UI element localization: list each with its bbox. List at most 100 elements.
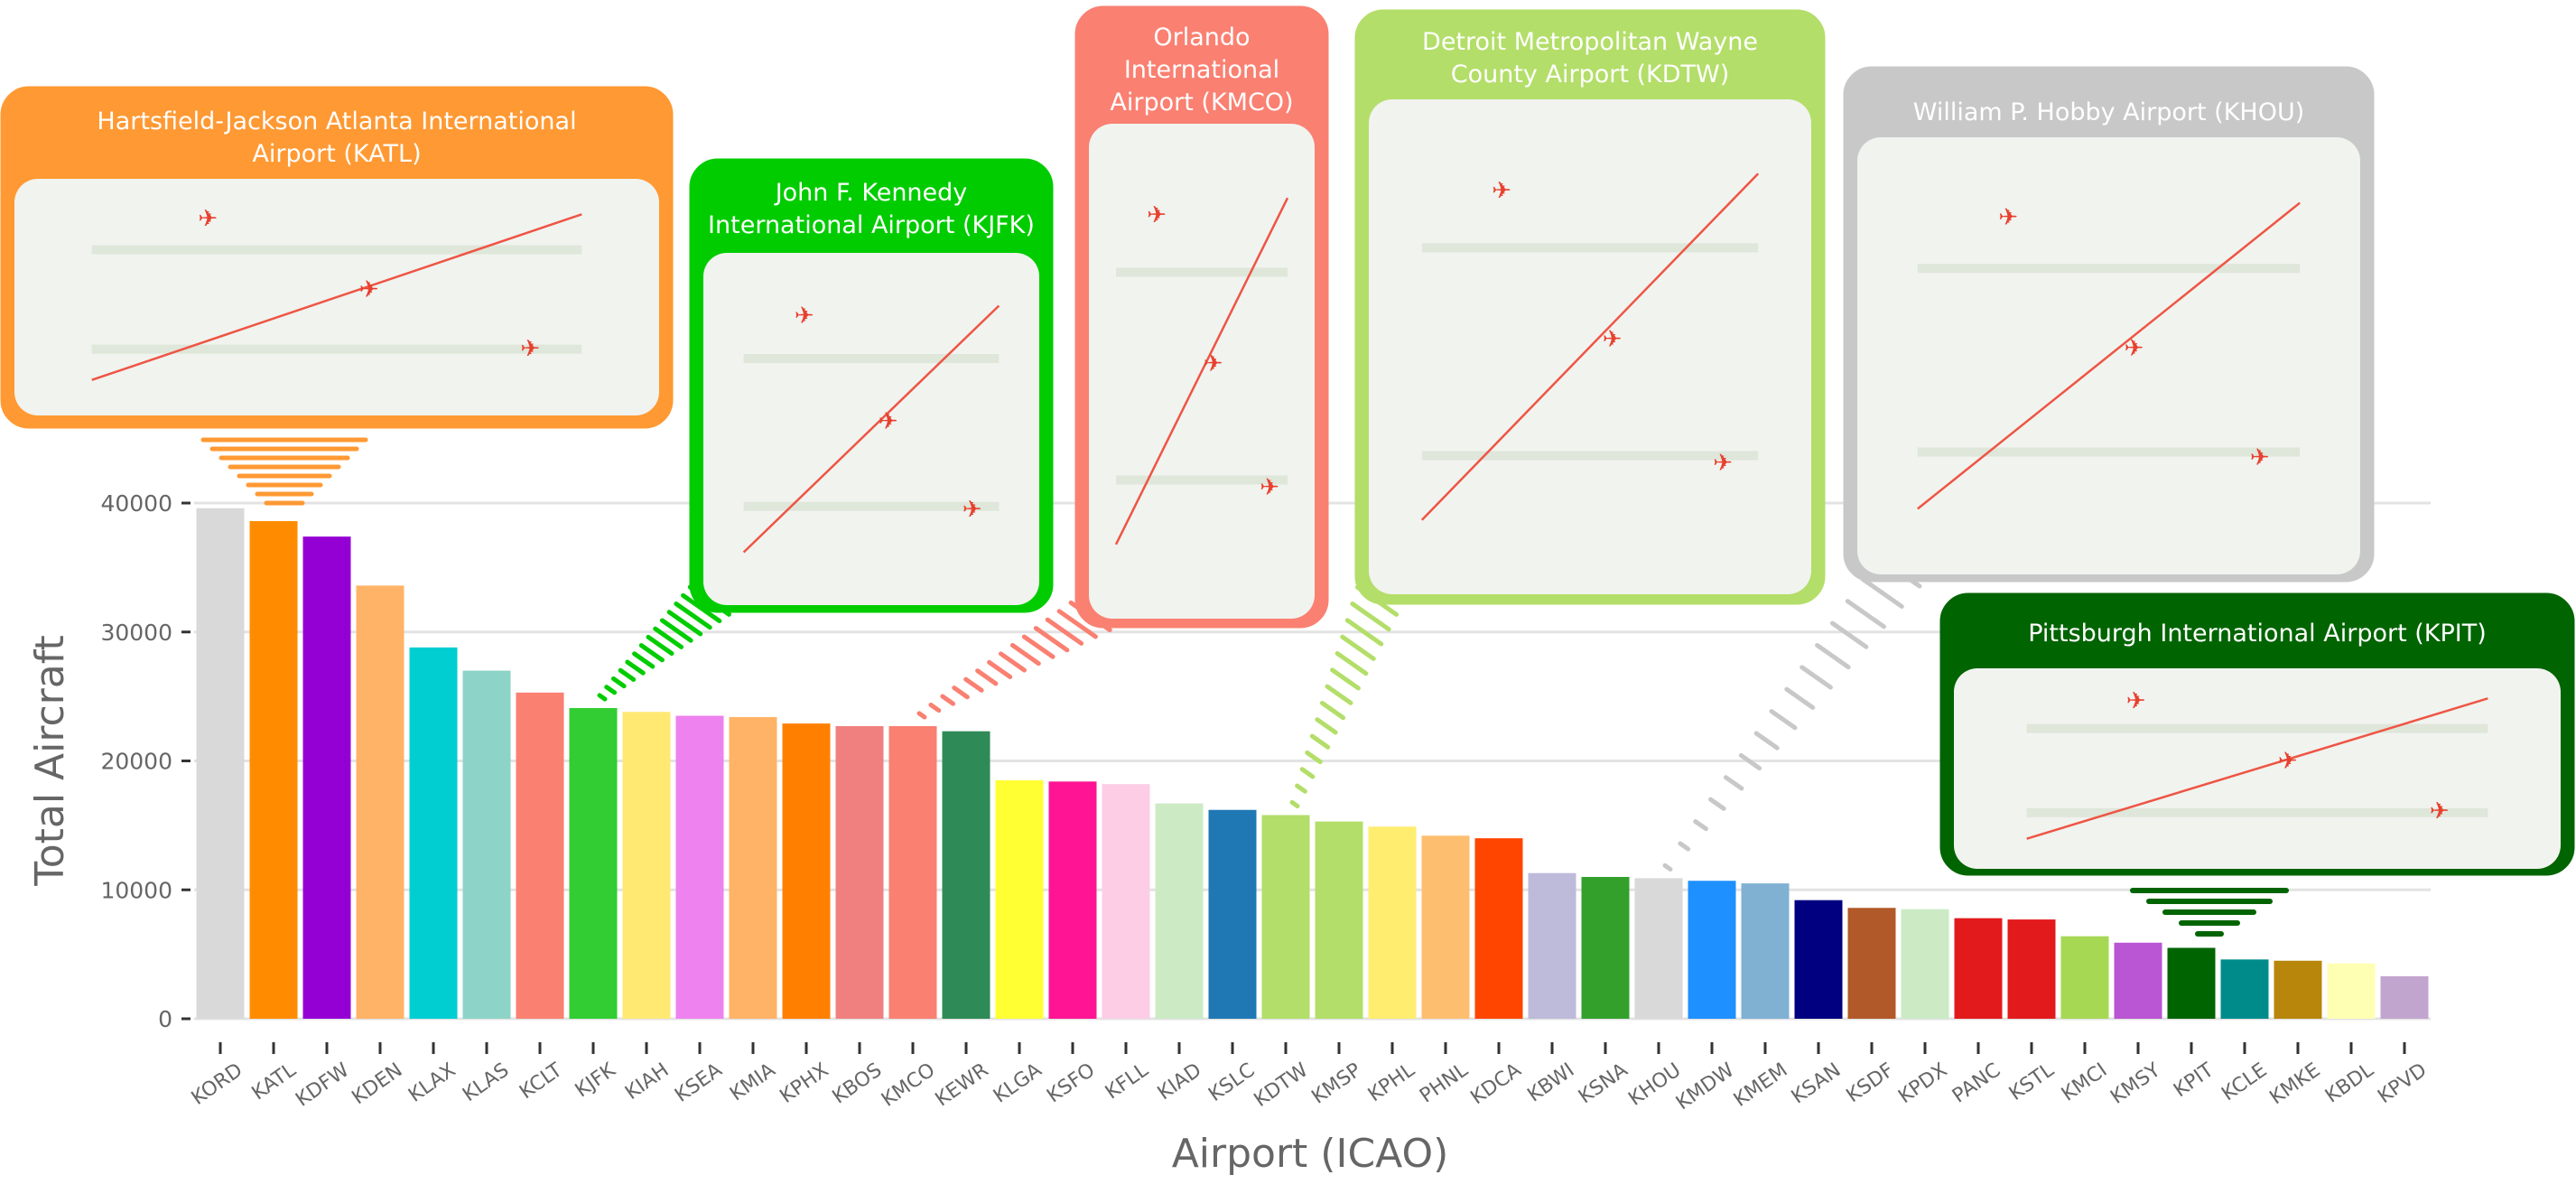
- x-tick-label: KMCI: [2058, 1058, 2112, 1105]
- callout-connector: [666, 610, 703, 637]
- y-axis-title: Total Aircraft: [27, 635, 73, 886]
- callout-connector: [1021, 634, 1056, 659]
- airplane-icon: ✈: [1998, 204, 2018, 231]
- x-tick-label: KCLE: [2218, 1058, 2271, 1105]
- x-tick-label: KCLT: [516, 1058, 567, 1104]
- bar-kdtw: [1261, 815, 1310, 1019]
- callout-connector: [975, 668, 999, 686]
- callout-connector: [952, 685, 970, 700]
- bar-kmem: [1741, 883, 1790, 1019]
- bar-kbdl: [2327, 963, 2376, 1019]
- airplane-icon: ✈: [1204, 350, 1223, 378]
- x-tick-label: KORD: [188, 1058, 247, 1109]
- x-tick-label: PHNL: [1416, 1058, 1473, 1107]
- x-tick-label: KLGA: [990, 1058, 1046, 1107]
- callout-connector: [1344, 618, 1384, 647]
- bar-ksdf: [1847, 908, 1896, 1019]
- x-tick-label: KPVD: [2374, 1058, 2431, 1108]
- airplane-icon: ✈: [963, 497, 982, 524]
- airplane-icon: ✈: [1713, 450, 1733, 477]
- y-tick-label: 40000: [100, 490, 172, 517]
- x-tick-label: KPHX: [777, 1058, 833, 1107]
- y-tick-label: 20000: [100, 749, 172, 775]
- x-tick-label: KIAH: [621, 1058, 673, 1105]
- callout-title: John F. Kennedy: [774, 179, 968, 207]
- bar-kbwi: [1528, 872, 1576, 1019]
- map-flight-track: [1114, 197, 1289, 546]
- callout-connector: [1753, 731, 1780, 751]
- callout-connector: [1033, 626, 1070, 653]
- bar-kord: [196, 508, 245, 1019]
- x-tick-label: KMIA: [726, 1058, 779, 1105]
- callout-kjfk: John F. Kennedy International Airport (KJ…: [689, 158, 1054, 613]
- bar-kmia: [729, 716, 777, 1019]
- callout-connector: [1799, 665, 1833, 690]
- callout-connector: [1309, 733, 1331, 750]
- airplane-icon: ✈: [2278, 748, 2298, 775]
- bar-kjfk: [569, 707, 618, 1019]
- bar-kpdx: [1901, 909, 1949, 1019]
- callout-connector: [916, 711, 927, 720]
- bar-kdca: [1474, 838, 1523, 1019]
- airplane-icon: ✈: [359, 276, 379, 303]
- callout-connector: [1815, 642, 1851, 670]
- callout-connector: [1829, 620, 1869, 649]
- callout-connector: [604, 685, 618, 695]
- bar-ksfo: [1048, 781, 1097, 1019]
- x-tick-label: KSAN: [1788, 1058, 1846, 1108]
- bar-kiah: [622, 712, 671, 1019]
- x-tick-label: KMEM: [1730, 1058, 1792, 1112]
- callout-connector: [653, 626, 684, 649]
- x-tick-label: KMCO: [878, 1058, 939, 1111]
- callout-title: William P. Hobby Airport (KHOU): [1913, 98, 2305, 126]
- airplane-icon: ✈: [1147, 202, 1167, 229]
- callout-title: Orlando: [1153, 23, 1250, 51]
- bar-klax: [409, 647, 458, 1019]
- bar-panc: [1954, 918, 2003, 1019]
- bar-klga: [995, 779, 1044, 1019]
- x-tick-label: KDEN: [349, 1058, 407, 1109]
- callout-connector: [1784, 686, 1816, 710]
- callout-title: Pittsburgh International Airport (KPIT): [2028, 620, 2487, 648]
- bar-katl: [249, 520, 298, 1019]
- airplane-icon: ✈: [2124, 335, 2144, 362]
- bar-kpit: [2167, 947, 2216, 1019]
- bar-kphl: [1368, 826, 1417, 1019]
- callout-connector: [597, 693, 608, 702]
- x-tick-label: KMKE: [2266, 1058, 2325, 1109]
- x-tick-label: KBWI: [1523, 1058, 1578, 1106]
- callout-connector: [1295, 783, 1307, 794]
- callout-connector: [1769, 709, 1798, 731]
- callout-title: Airport (KMCO): [1110, 89, 1293, 117]
- x-tick-label: KSFO: [1043, 1058, 1099, 1107]
- y-tick-label: 10000: [100, 877, 172, 903]
- bar-kphx: [782, 723, 831, 1019]
- x-tick-label: KMSP: [1307, 1058, 1365, 1108]
- callout-connector: [1305, 750, 1323, 765]
- callout-connector: [618, 667, 637, 682]
- x-tick-label: KATL: [248, 1058, 301, 1105]
- map-flight-track: [91, 213, 582, 381]
- x-tick-label: KPDX: [1894, 1058, 1951, 1108]
- callout-connector: [999, 651, 1027, 673]
- callout-kmco: Orlando International Airport (KMCO) ✈ ✈ ✈: [1074, 5, 1329, 629]
- callout-connector: [1860, 576, 1904, 609]
- x-tick-label: KLAX: [405, 1058, 460, 1106]
- airplane-icon: ✈: [795, 303, 814, 330]
- airplane-icon: ✈: [520, 336, 540, 363]
- callout-connector: [1334, 650, 1369, 676]
- bar-kfll: [1102, 784, 1150, 1019]
- callout-khou: William P. Hobby Airport (KHOU) ✈ ✈ ✈: [1843, 66, 2375, 583]
- bar-kmci: [2060, 936, 2109, 1019]
- y-tick-label: 30000: [100, 620, 172, 646]
- airplane-icon: ✈: [1260, 474, 1279, 501]
- bar-kpvd: [2380, 975, 2429, 1019]
- bar-kbos: [835, 725, 884, 1019]
- airplane-icon: ✈: [879, 408, 898, 435]
- callout-title: Airport (KATL): [252, 140, 421, 168]
- airplane-icon: ✈: [1603, 326, 1623, 353]
- bar-kclt: [516, 692, 564, 1019]
- callout-title: County Airport (KDTW): [1451, 61, 1730, 89]
